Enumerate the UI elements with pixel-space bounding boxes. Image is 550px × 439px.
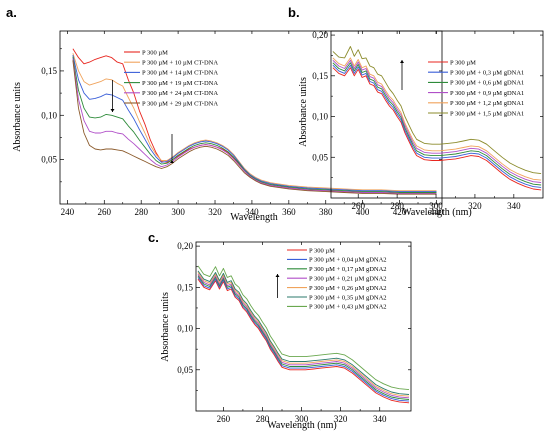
series-line-5 — [72, 58, 437, 194]
series-line-6 — [332, 46, 542, 175]
series-group — [197, 265, 410, 404]
legend-label: P 300 µM + 29 µM CT-DNA — [142, 100, 218, 107]
chart-panel-1: a. 240 260 280 300 320 340 360 380 400 420 440 0,05 0… — [6, 5, 444, 223]
legend: P 300 µM P 300 µM + 0,04 µM gDNA2 P 300 µM… — [287, 247, 387, 311]
series-line-3 — [197, 275, 410, 400]
arrow-head — [110, 109, 115, 112]
legend: P 300 µM P 300 µM + 0,3 µM gDNA1 P 300 µM … — [428, 59, 524, 117]
y-tick-label: 0,20 — [312, 30, 328, 40]
x-tick-label: 400 — [356, 207, 370, 217]
series-line-4 — [72, 56, 437, 193]
y-tick-label: 0,10 — [312, 112, 328, 122]
chart-panel-2: b. 260 280 300 320 340 0,05 0,10 0,15 0,20 Wavelen… — [288, 5, 544, 218]
series-line-1 — [197, 278, 410, 404]
series-line-5 — [332, 57, 542, 181]
y-tick-label: 0,05 — [312, 152, 328, 162]
x-tick-label: 300 — [171, 207, 185, 217]
series-line-5 — [197, 272, 410, 397]
arrow-head — [400, 60, 404, 63]
legend-label: P 300 µM + 0,6 µM gDNA1 — [450, 80, 524, 87]
plot-frame — [195, 241, 412, 412]
series-line-3 — [332, 62, 542, 186]
legend-label: P 300 µM + 1,5 µM gDNA1 — [450, 110, 524, 117]
arrow-head — [170, 160, 174, 163]
y-axis-title: Absorbance units — [160, 292, 171, 362]
series-group — [72, 48, 437, 195]
legend-label: P 300 µM + 14 µM CT-DNA — [142, 70, 218, 77]
x-tick-label: 320 — [334, 414, 348, 424]
y-tick-label: 0,05 — [177, 365, 193, 375]
series-group — [332, 46, 542, 191]
y-tick-label: 0,10 — [177, 324, 193, 334]
x-tick-label: 420 — [393, 207, 407, 217]
x-tick-label: 320 — [468, 201, 482, 211]
x-tick-label: 320 — [208, 207, 222, 217]
x-tick-label: 380 — [319, 207, 333, 217]
panel-label: c. — [148, 230, 159, 245]
legend-label: P 300 µM — [309, 247, 335, 254]
plot-frame — [330, 30, 544, 199]
series-line-6 — [197, 270, 410, 395]
legend-label: P 300 µM + 0,3 µM gDNA1 — [450, 70, 524, 77]
x-tick-label: 280 — [256, 414, 270, 424]
x-tick-label: 340 — [507, 201, 521, 211]
x-axis-title: Wavelength — [230, 212, 278, 223]
x-tick-label: 260 — [351, 201, 365, 211]
arrow-head — [275, 274, 280, 277]
x-tick-label: 300 — [429, 201, 443, 211]
x-axis-title: Wavelength (nm) — [267, 420, 336, 431]
chart-panel-3: c. 260 280 300 320 340 0,05 0,10 0,15 0,20 Wavelen… — [148, 230, 412, 431]
series-line-1 — [332, 67, 542, 191]
plot-frame — [59, 30, 443, 205]
series-line-7 — [197, 265, 410, 391]
series-line-4 — [197, 273, 410, 399]
x-tick-label: 340 — [373, 414, 387, 424]
y-axis-title: Absorbance units — [12, 82, 23, 152]
legend-label: P 300 µM + 19 µM CT-DNA — [142, 80, 218, 87]
series-line-1 — [72, 48, 437, 194]
legend-label: P 300 µM + 0,43 µM gDNA2 — [309, 304, 387, 311]
x-tick-label: 260 — [98, 207, 112, 217]
x-axis-title: Wavelength (nm) — [402, 207, 471, 218]
x-tick-label: 300 — [295, 414, 309, 424]
legend-label: P 300 µM + 0,04 µM gDNA2 — [309, 257, 387, 264]
legend-label: P 300 µM + 1,2 µM gDNA1 — [450, 100, 524, 107]
y-axis-title: Absorbance units — [298, 77, 309, 147]
y-tick-label: 0,15 — [177, 282, 193, 292]
x-tick-label: 360 — [282, 207, 296, 217]
panel-label: b. — [288, 5, 300, 20]
legend-label: P 300 µM — [450, 59, 476, 66]
legend-label: P 300 µM — [142, 49, 168, 56]
series-line-3 — [72, 54, 437, 193]
panel-label: a. — [6, 5, 17, 20]
legend-label: P 300 µM + 0,35 µM gDNA2 — [309, 294, 387, 301]
x-tick-label: 340 — [245, 207, 259, 217]
legend-label: P 300 µM + 10 µM CT-DNA — [142, 60, 218, 67]
legend-label: P 300 µM + 0,17 µM gDNA2 — [309, 266, 387, 273]
x-tick-label: 240 — [61, 207, 75, 217]
x-tick-label: 440 — [430, 207, 444, 217]
legend-label: P 300 µM + 24 µM CT-DNA — [142, 90, 218, 97]
series-line-2 — [332, 64, 542, 188]
x-tick-label: 260 — [217, 414, 231, 424]
series-line-2 — [197, 277, 410, 402]
y-tick-label: 0,15 — [41, 66, 57, 76]
y-tick-label: 0,10 — [41, 110, 57, 120]
series-line-4 — [332, 59, 542, 183]
x-tick-label: 280 — [390, 201, 404, 211]
y-tick-label: 0,15 — [312, 71, 328, 81]
legend-label: P 300 µM + 0,9 µM gDNA1 — [450, 90, 524, 97]
x-tick-label: 280 — [134, 207, 148, 217]
series-line-2 — [72, 53, 437, 192]
y-tick-label: 0,05 — [41, 155, 57, 165]
legend-label: P 300 µM + 0,21 µM gDNA2 — [309, 276, 387, 283]
legend: P 300 µM P 300 µM + 10 µM CT-DNA P 300 µM … — [124, 49, 218, 107]
y-tick-label: 0,20 — [177, 241, 193, 251]
legend-label: P 300 µM + 0,26 µM gDNA2 — [309, 285, 387, 292]
series-line-6 — [72, 60, 437, 195]
